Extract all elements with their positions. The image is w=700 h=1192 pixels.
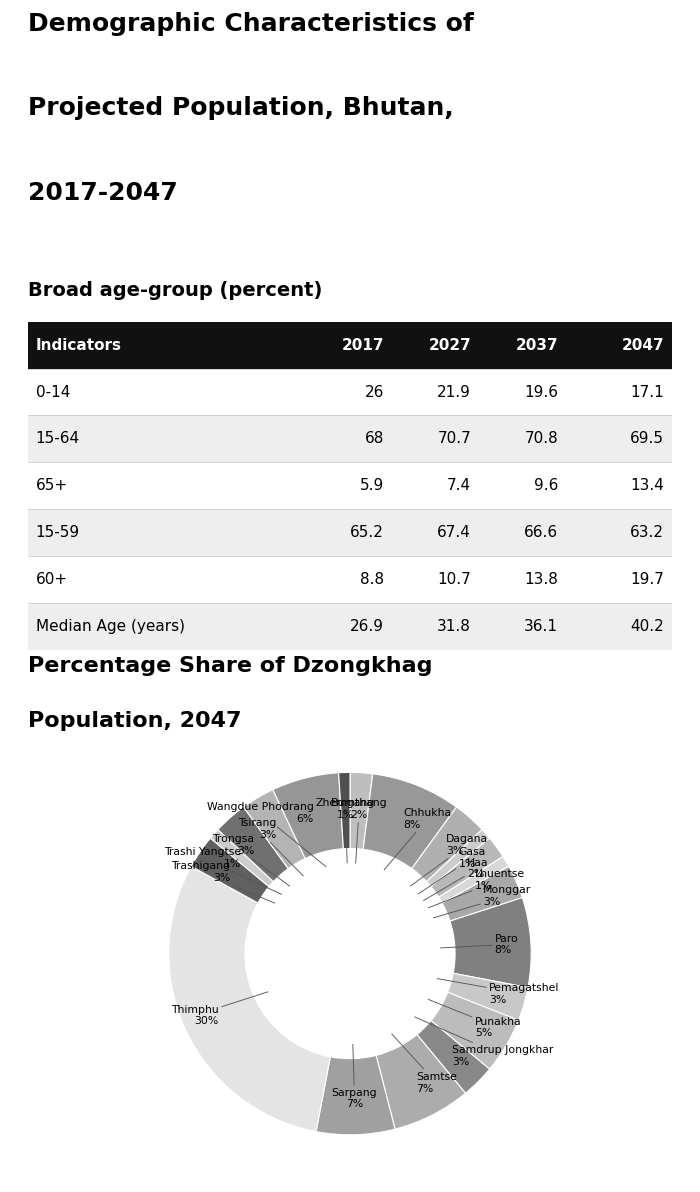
Text: Haa
2%: Haa 2% <box>424 857 489 900</box>
Text: Tsirang
3%: Tsirang 3% <box>238 818 303 876</box>
Wedge shape <box>412 807 482 882</box>
Text: 8.8: 8.8 <box>360 572 384 586</box>
Text: 36.1: 36.1 <box>524 619 558 634</box>
Wedge shape <box>273 772 344 858</box>
Text: Trongsa
3%: Trongsa 3% <box>212 834 290 886</box>
Wedge shape <box>350 772 372 850</box>
Wedge shape <box>439 857 509 904</box>
Text: 60+: 60+ <box>36 572 68 586</box>
Wedge shape <box>426 830 489 887</box>
Text: Zhemgang
1%: Zhemgang 1% <box>316 797 375 863</box>
Text: 65.2: 65.2 <box>350 524 384 540</box>
Wedge shape <box>191 838 269 904</box>
Text: 21.9: 21.9 <box>438 385 471 399</box>
Wedge shape <box>431 838 503 898</box>
Text: 26.9: 26.9 <box>350 619 384 634</box>
Text: 17.1: 17.1 <box>631 385 664 399</box>
Wedge shape <box>376 1035 466 1129</box>
Text: Punakha
5%: Punakha 5% <box>428 999 522 1038</box>
Text: 65+: 65+ <box>36 478 68 493</box>
Text: Population, 2047: Population, 2047 <box>28 710 242 731</box>
Text: Broad age-group (percent): Broad age-group (percent) <box>28 281 323 300</box>
Text: 70.7: 70.7 <box>438 432 471 447</box>
Text: 0-14: 0-14 <box>36 385 70 399</box>
Text: 70.8: 70.8 <box>524 432 558 447</box>
Text: Chhukha
8%: Chhukha 8% <box>384 808 452 870</box>
Bar <box>28 555 672 603</box>
Text: Percentage Share of Dzongkhag: Percentage Share of Dzongkhag <box>28 656 433 676</box>
Bar <box>28 368 672 416</box>
Text: Sarpang
7%: Sarpang 7% <box>332 1044 377 1110</box>
Text: 66.6: 66.6 <box>524 524 558 540</box>
Text: 69.5: 69.5 <box>630 432 664 447</box>
Text: 5.9: 5.9 <box>360 478 384 493</box>
Wedge shape <box>450 898 531 987</box>
Text: Trashigang
3%: Trashigang 3% <box>171 862 275 904</box>
Bar <box>28 462 672 509</box>
Text: 13.8: 13.8 <box>524 572 558 586</box>
Bar <box>28 322 672 368</box>
Text: Gasa
1%: Gasa 1% <box>418 848 486 894</box>
Wedge shape <box>169 867 330 1131</box>
Text: Demographic Characteristics of: Demographic Characteristics of <box>28 12 474 36</box>
Text: Paro
8%: Paro 8% <box>440 933 519 955</box>
Text: Thimphu
30%: Thimphu 30% <box>171 992 268 1026</box>
Text: 19.7: 19.7 <box>631 572 664 586</box>
Wedge shape <box>442 867 522 921</box>
Text: Indicators: Indicators <box>36 337 122 353</box>
Wedge shape <box>218 807 288 882</box>
Text: 15-64: 15-64 <box>36 432 80 447</box>
Wedge shape <box>339 772 350 849</box>
Wedge shape <box>431 992 519 1069</box>
Text: 2027: 2027 <box>428 337 471 353</box>
Text: 68: 68 <box>365 432 384 447</box>
Text: 15-59: 15-59 <box>36 524 80 540</box>
Bar <box>28 416 672 462</box>
Text: Dagana
3%: Dagana 3% <box>410 834 488 886</box>
Wedge shape <box>363 774 456 869</box>
Text: 19.6: 19.6 <box>524 385 558 399</box>
Text: 63.2: 63.2 <box>630 524 664 540</box>
Text: 26: 26 <box>365 385 384 399</box>
Wedge shape <box>211 830 274 887</box>
Text: 40.2: 40.2 <box>631 619 664 634</box>
Text: 31.8: 31.8 <box>438 619 471 634</box>
Wedge shape <box>448 974 528 1020</box>
Text: Bumthang
2%: Bumthang 2% <box>331 799 387 863</box>
Text: 2017: 2017 <box>342 337 384 353</box>
Bar <box>28 509 672 555</box>
Text: 2037: 2037 <box>515 337 558 353</box>
Text: 10.7: 10.7 <box>438 572 471 586</box>
Text: Wangdue Phodrang
6%: Wangdue Phodrang 6% <box>207 802 326 867</box>
Bar <box>28 603 672 650</box>
Wedge shape <box>244 789 305 869</box>
Text: Projected Population, Bhutan,: Projected Population, Bhutan, <box>28 97 454 120</box>
Wedge shape <box>316 1055 395 1135</box>
Text: 67.4: 67.4 <box>438 524 471 540</box>
Text: 2047: 2047 <box>622 337 664 353</box>
Text: 9.6: 9.6 <box>533 478 558 493</box>
Text: Median Age (years): Median Age (years) <box>36 619 185 634</box>
Text: 13.4: 13.4 <box>631 478 664 493</box>
Text: Trashi Yangtse
1%: Trashi Yangtse 1% <box>164 848 281 894</box>
Text: Samtse
7%: Samtse 7% <box>392 1033 456 1093</box>
Text: Pemagatshel
3%: Pemagatshel 3% <box>437 979 559 1005</box>
Wedge shape <box>417 1020 489 1093</box>
Text: Samdrup Jongkhar
3%: Samdrup Jongkhar 3% <box>414 1017 554 1067</box>
Text: 7.4: 7.4 <box>447 478 471 493</box>
Text: 2017-2047: 2017-2047 <box>28 181 178 205</box>
Text: Lhuentse
1%: Lhuentse 1% <box>428 869 525 908</box>
Text: Monggar
3%: Monggar 3% <box>433 886 531 918</box>
